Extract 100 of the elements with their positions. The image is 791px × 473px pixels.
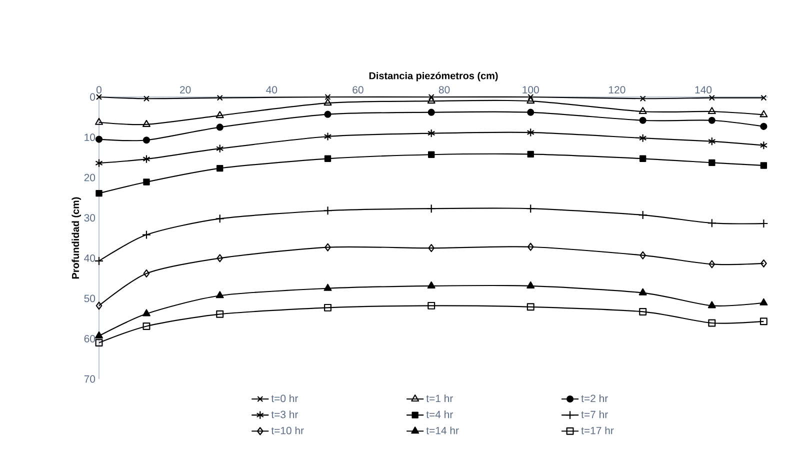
point: [638, 106, 647, 114]
x-tick-label: 60: [352, 86, 364, 94]
point: [527, 108, 534, 116]
point: [639, 116, 646, 124]
point: [708, 106, 716, 114]
point: [760, 259, 767, 268]
point: [324, 284, 332, 291]
x-tick-label: 140: [695, 86, 712, 94]
point: [426, 204, 436, 214]
point: [428, 151, 435, 158]
point: [640, 96, 646, 102]
point: [708, 136, 716, 146]
point: [95, 339, 103, 346]
point: [143, 178, 150, 186]
point: [323, 206, 332, 216]
point: [428, 302, 436, 310]
point: [96, 190, 102, 197]
point: [324, 304, 332, 312]
point: [142, 322, 150, 330]
point: [526, 204, 536, 214]
point: [526, 96, 535, 104]
legend-label: t=14 hr: [426, 426, 459, 434]
point: [324, 132, 332, 141]
point: [760, 318, 768, 326]
x-axis-title: Distancia piezómetros (cm): [369, 72, 498, 82]
point: [96, 302, 102, 310]
point: [95, 158, 103, 168]
point: [759, 218, 768, 228]
y-axis-title: Profundidad (cm): [72, 197, 81, 279]
point: [527, 242, 534, 251]
y-tick-label: 50: [84, 294, 96, 302]
point: [640, 251, 646, 260]
y-tick-label: 70: [84, 375, 96, 383]
legend-label: t=1 hr: [426, 394, 453, 402]
point: [428, 128, 436, 138]
legend-label: t=3 hr: [271, 410, 298, 418]
legend-label: t=2 hr: [581, 394, 608, 402]
y-tick-label: 40: [84, 254, 96, 262]
point: [639, 308, 647, 316]
point: [428, 108, 435, 116]
legend-label: t=10 hr: [271, 426, 304, 434]
point: [640, 155, 646, 162]
point: [324, 155, 332, 162]
x-tick-label: 20: [180, 86, 191, 94]
x-tick-label: 100: [522, 86, 539, 94]
point: [639, 134, 647, 142]
point: [708, 319, 716, 327]
point: [526, 303, 534, 311]
point: [142, 154, 150, 164]
point: [427, 96, 436, 104]
point: [708, 116, 716, 124]
legend-label: t=4 hr: [426, 410, 453, 418]
point: [527, 150, 534, 158]
point: [528, 94, 534, 100]
x-tick-label: 120: [609, 86, 626, 94]
point: [526, 281, 535, 288]
point: [216, 111, 224, 118]
point: [95, 118, 104, 125]
point: [708, 260, 716, 268]
x-tick-label: 0: [96, 86, 102, 94]
point: [216, 291, 224, 298]
point: [142, 309, 150, 316]
point: [760, 94, 767, 101]
point: [96, 94, 102, 100]
point: [708, 159, 716, 166]
point: [427, 281, 436, 288]
point: [638, 288, 647, 296]
point: [215, 214, 224, 224]
point: [708, 94, 715, 101]
point: [760, 298, 768, 306]
point: [95, 331, 104, 338]
point: [324, 110, 332, 118]
point: [94, 256, 104, 266]
point: [526, 128, 534, 137]
point: [143, 96, 150, 102]
point: [707, 218, 716, 228]
point: [216, 164, 224, 172]
y-tick-label: 60: [84, 335, 96, 342]
point: [216, 310, 224, 318]
point: [708, 301, 716, 308]
y-tick-label: 0: [90, 93, 96, 101]
point: [638, 210, 648, 220]
point: [760, 162, 768, 169]
point: [142, 230, 152, 240]
legend-label: t=0 hr: [271, 394, 298, 402]
point: [428, 244, 435, 252]
y-tick-label: 30: [84, 214, 96, 222]
x-tick-label: 80: [438, 86, 450, 94]
point: [760, 122, 768, 130]
point: [216, 254, 224, 262]
point: [760, 110, 768, 118]
point: [760, 141, 768, 150]
point: [428, 94, 434, 100]
y-tick-label: 20: [84, 174, 96, 182]
point: [142, 136, 150, 144]
y-tick-label: 10: [84, 134, 96, 141]
point: [216, 124, 224, 131]
point: [95, 136, 103, 143]
point: [216, 94, 223, 101]
point: [142, 120, 150, 127]
